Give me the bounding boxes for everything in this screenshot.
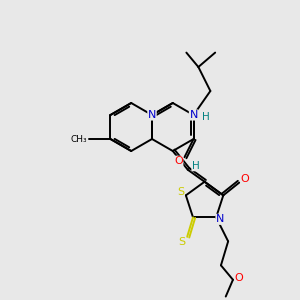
Text: H: H [192,161,200,171]
Text: CH₃: CH₃ [70,134,87,143]
Text: O: O [235,273,243,283]
Text: N: N [189,110,198,120]
Text: S: S [178,237,186,247]
Text: N: N [148,110,156,120]
Text: N: N [216,214,224,224]
Text: O: O [174,156,183,166]
Text: S: S [177,187,184,197]
Text: H: H [202,112,209,122]
Text: O: O [241,174,250,184]
